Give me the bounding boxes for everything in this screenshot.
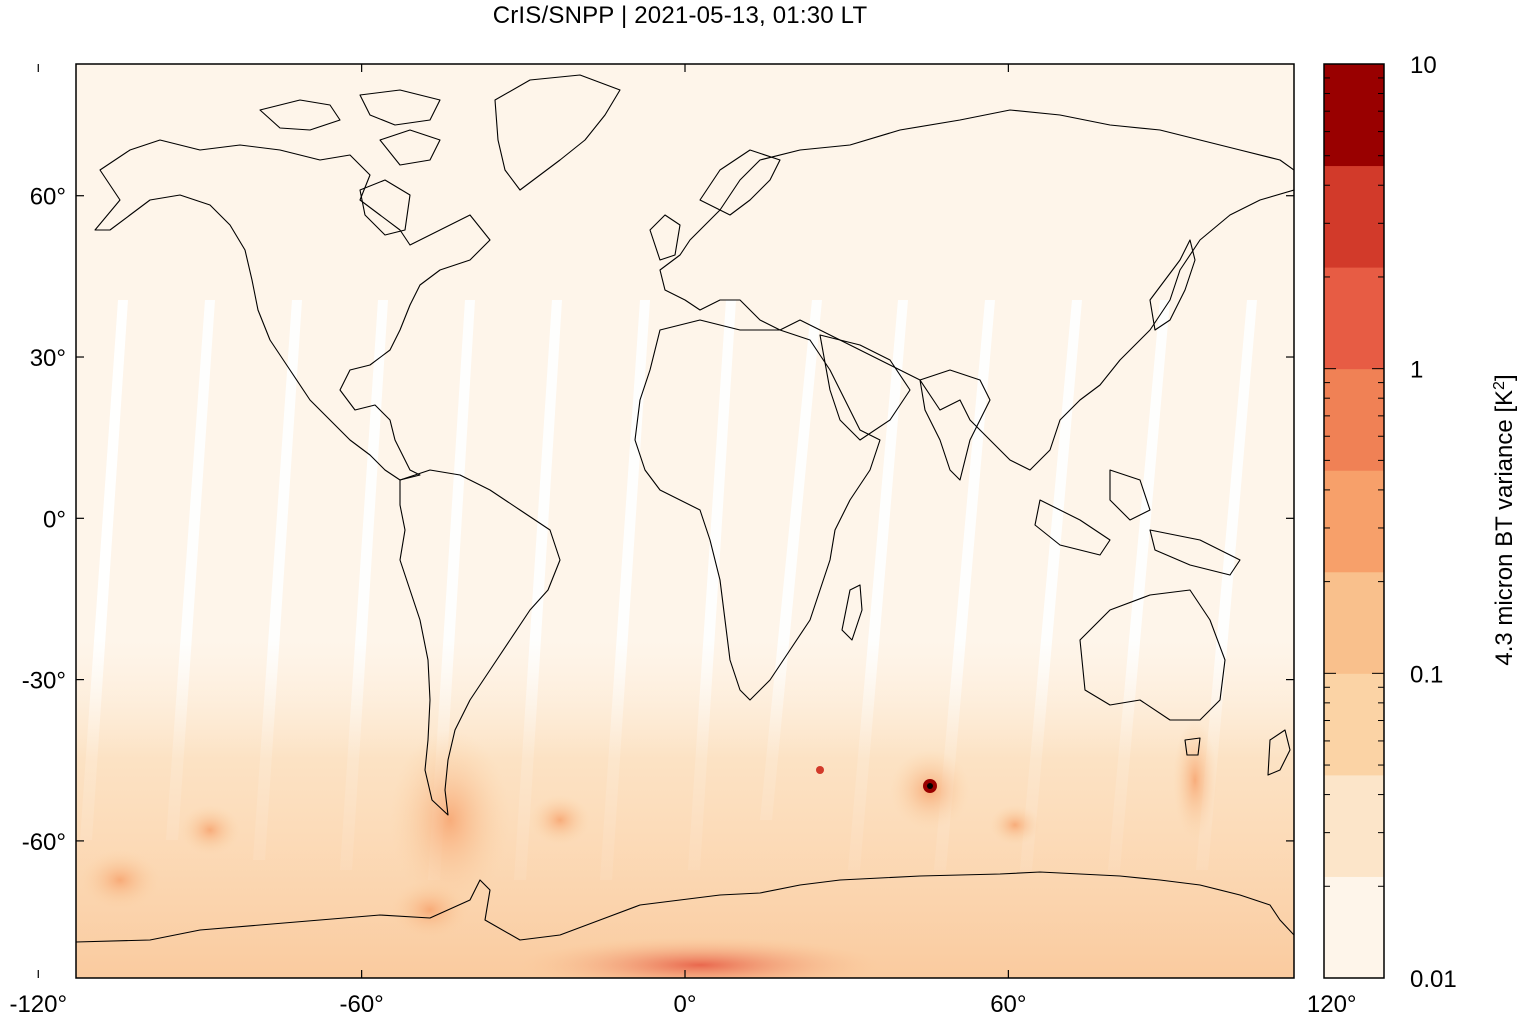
- colorbar-swatch: [1324, 571, 1384, 674]
- colorbar-swatch: [1324, 64, 1384, 167]
- colorbar-frame: [1323, 63, 1385, 979]
- lon-tick-label: 120°: [1307, 991, 1357, 1018]
- colorbar-swatch: [1324, 673, 1384, 776]
- lon-tick-label: 60°: [990, 991, 1026, 1018]
- colorbar-swatch: [1324, 267, 1384, 370]
- lat-tick-label: 60°: [30, 184, 66, 211]
- colorbar-tick-label: 0.01: [1410, 966, 1457, 993]
- lon-tick-label: 0°: [674, 991, 697, 1018]
- lon-tick-label: -120°: [9, 991, 67, 1018]
- coastlines: [76, 74, 1294, 943]
- southern-variance-band: [76, 640, 1294, 978]
- colorbar-swatch: [1324, 876, 1384, 979]
- colorbar-swatch: [1324, 165, 1384, 268]
- colorbar-tick-label: 0.1: [1410, 661, 1443, 688]
- colorbar-label-main: 4.3 micron BT variance [K: [1491, 390, 1518, 666]
- lat-tick-label: 0°: [43, 506, 66, 533]
- colorbar-tick-label: 10: [1410, 52, 1437, 79]
- colorbar-label-sup: 2: [1491, 381, 1508, 390]
- map-panel: [76, 64, 1294, 978]
- lat-tick-label: -60°: [22, 829, 66, 856]
- colorbar-swatch: [1324, 774, 1384, 877]
- colorbar-swatch: [1324, 470, 1384, 573]
- lat-tick-label: -30°: [22, 668, 66, 695]
- colorbar-tick-label: 1: [1410, 357, 1423, 384]
- colorbar-swatch: [1324, 368, 1384, 471]
- lat-tick-label: 30°: [30, 345, 66, 372]
- variance-patches: [80, 720, 1217, 978]
- hotspots: [816, 766, 937, 793]
- chart-title: CrIS/SNPP | 2021-05-13, 01:30 LT: [492, 2, 868, 29]
- colorbar-label-end: ]: [1491, 374, 1518, 381]
- longitude-axis: -120° -60° 0° 60° 120°: [9, 64, 1357, 1018]
- colorbar: 10 1 0.1 0.01: [1323, 52, 1457, 993]
- colorbar-label: 4.3 micron BT variance [K2]: [1491, 374, 1519, 665]
- lon-tick-label: -60°: [339, 991, 383, 1018]
- latitude-axis: 60° 30° 0° -30° -60°: [22, 184, 1294, 856]
